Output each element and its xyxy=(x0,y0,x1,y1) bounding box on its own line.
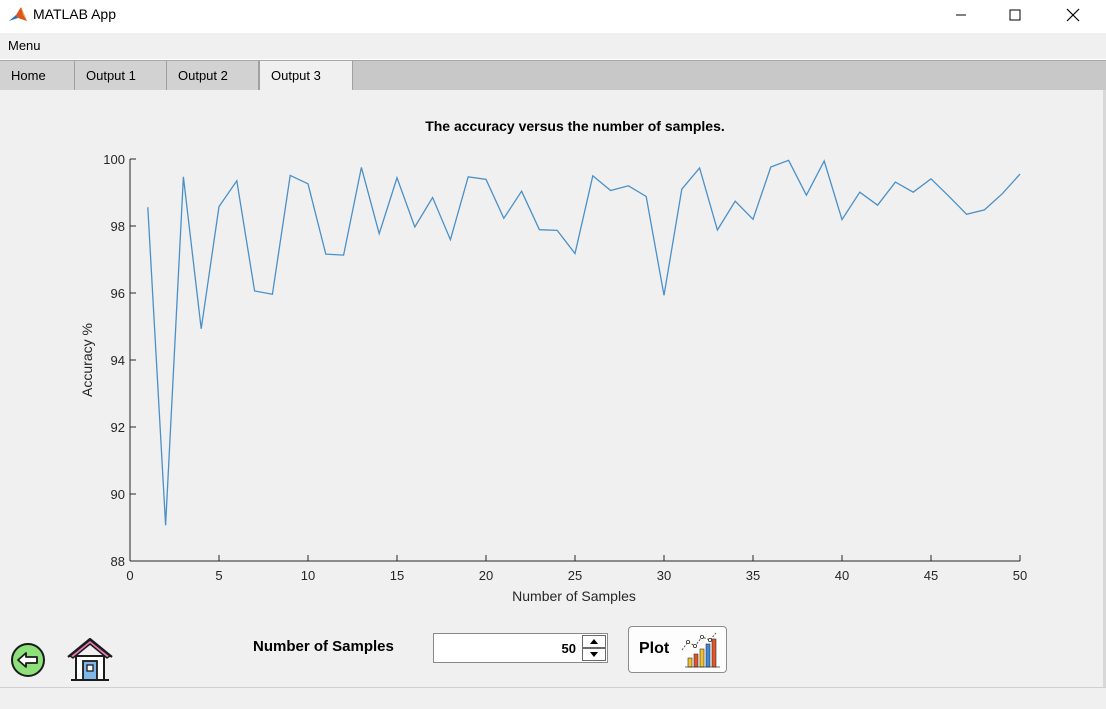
x-tick-label: 10 xyxy=(301,568,315,583)
accuracy-chart: The accuracy versus the number of sample… xyxy=(79,118,1027,604)
minimize-icon xyxy=(956,14,966,16)
y-tick-label: 88 xyxy=(111,554,125,569)
y-tick-label: 92 xyxy=(111,420,125,435)
x-tick-label: 30 xyxy=(657,568,671,583)
y-tick-label: 90 xyxy=(111,487,125,502)
x-tick-label: 40 xyxy=(835,568,849,583)
chart-title: The accuracy versus the number of sample… xyxy=(425,118,725,134)
tab-output-1[interactable]: Output 1 xyxy=(75,61,167,91)
tab-bar: Home Output 1 Output 2 Output 3 xyxy=(0,60,1106,92)
caret-up-icon xyxy=(590,639,598,644)
house-icon[interactable] xyxy=(65,636,115,682)
chart-icon xyxy=(681,632,720,668)
x-axis-ticks: 0 5 10 15 20 25 30 35 40 45 50 xyxy=(126,555,1027,583)
tab-home[interactable]: Home xyxy=(0,61,75,91)
close-button[interactable] xyxy=(1050,0,1096,30)
plot-button-label: Plot xyxy=(639,640,670,657)
maximize-icon xyxy=(1009,9,1021,21)
close-icon xyxy=(1066,8,1080,22)
samples-spinner xyxy=(433,633,608,663)
window-title: MATLAB App xyxy=(33,6,117,22)
matlab-logo-icon xyxy=(9,7,27,21)
y-tick-label: 96 xyxy=(111,286,125,301)
plot-button[interactable]: Plot xyxy=(628,626,727,673)
y-tick-label: 98 xyxy=(111,219,125,234)
tab-output-2[interactable]: Output 2 xyxy=(167,61,259,91)
y-axis-ticks: 88 90 92 94 96 98 100 xyxy=(103,152,136,569)
samples-input[interactable] xyxy=(434,634,580,662)
minimize-button[interactable] xyxy=(938,0,984,30)
y-tick-label: 94 xyxy=(111,353,125,368)
y-tick-label: 100 xyxy=(103,152,125,167)
x-tick-label: 5 xyxy=(215,568,222,583)
x-tick-label: 20 xyxy=(479,568,493,583)
x-tick-label: 25 xyxy=(568,568,582,583)
x-tick-label: 35 xyxy=(746,568,760,583)
accuracy-series-line xyxy=(147,159,1021,526)
x-tick-label: 0 xyxy=(126,568,133,583)
tab-output-3[interactable]: Output 3 xyxy=(259,61,353,92)
y-axis-label: Accuracy % xyxy=(79,323,95,397)
status-strip xyxy=(0,687,1106,709)
menu-item[interactable]: Menu xyxy=(8,38,41,53)
x-axis-label: Number of Samples xyxy=(512,588,636,604)
window-titlebar: MATLAB App xyxy=(0,0,1106,32)
chart-axes xyxy=(129,159,1020,562)
menu-bar: Menu xyxy=(0,33,1106,59)
x-tick-label: 50 xyxy=(1013,568,1027,583)
caret-down-icon xyxy=(590,652,598,657)
back-arrow-icon[interactable] xyxy=(10,642,46,678)
maximize-button[interactable] xyxy=(992,0,1038,30)
x-tick-label: 15 xyxy=(390,568,404,583)
x-tick-label: 45 xyxy=(924,568,938,583)
spinner-down-button[interactable] xyxy=(582,648,606,661)
samples-label: Number of Samples xyxy=(253,638,394,655)
spinner-up-button[interactable] xyxy=(582,635,606,648)
